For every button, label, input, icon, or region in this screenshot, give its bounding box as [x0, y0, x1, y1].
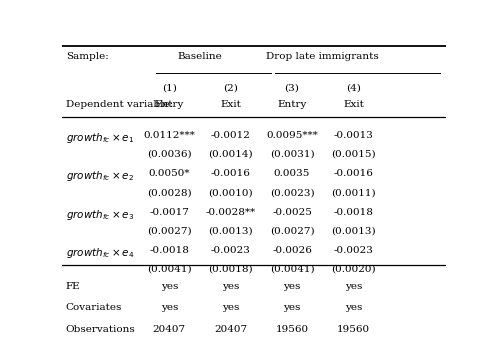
Text: (0.0015): (0.0015) — [331, 150, 376, 159]
Text: (0.0041): (0.0041) — [270, 265, 314, 274]
Text: -0.0012: -0.0012 — [211, 131, 250, 140]
Text: Entry: Entry — [277, 100, 307, 109]
Text: 19560: 19560 — [337, 325, 370, 334]
Text: (2): (2) — [223, 84, 238, 93]
Text: Observations: Observations — [66, 325, 136, 334]
Text: -0.0028**: -0.0028** — [205, 208, 256, 217]
Text: (0.0027): (0.0027) — [270, 226, 314, 235]
Text: Entry: Entry — [154, 100, 184, 109]
Text: 0.0035: 0.0035 — [274, 169, 310, 178]
Text: Exit: Exit — [220, 100, 241, 109]
Text: (1): (1) — [162, 84, 177, 93]
Text: $\mathit{growth}_{fc} \times e_{1}$: $\mathit{growth}_{fc} \times e_{1}$ — [66, 131, 134, 145]
Text: yes: yes — [222, 304, 240, 313]
Text: (0.0010): (0.0010) — [208, 188, 253, 197]
Text: 0.0112***: 0.0112*** — [144, 131, 195, 140]
Text: yes: yes — [283, 282, 301, 291]
Text: FE: FE — [66, 282, 80, 291]
Text: (0.0013): (0.0013) — [208, 226, 253, 235]
Text: Covariates: Covariates — [66, 304, 122, 313]
Text: -0.0018: -0.0018 — [149, 246, 189, 255]
Text: 0.0050*: 0.0050* — [148, 169, 190, 178]
Text: -0.0018: -0.0018 — [334, 208, 373, 217]
Text: 19560: 19560 — [276, 325, 308, 334]
Text: (0.0027): (0.0027) — [147, 226, 192, 235]
Text: (0.0028): (0.0028) — [147, 188, 192, 197]
Text: -0.0023: -0.0023 — [211, 246, 250, 255]
Text: -0.0016: -0.0016 — [334, 169, 373, 178]
Text: (0.0014): (0.0014) — [208, 150, 253, 159]
Text: Exit: Exit — [343, 100, 364, 109]
Text: yes: yes — [160, 282, 178, 291]
Text: yes: yes — [160, 304, 178, 313]
Text: yes: yes — [222, 282, 240, 291]
Text: Sample:: Sample: — [66, 52, 108, 61]
Text: -0.0025: -0.0025 — [272, 208, 312, 217]
Text: $\mathit{growth}_{fc} \times e_{3}$: $\mathit{growth}_{fc} \times e_{3}$ — [66, 208, 134, 222]
Text: (0.0020): (0.0020) — [331, 265, 376, 274]
Text: yes: yes — [283, 304, 301, 313]
Text: (3): (3) — [285, 84, 299, 93]
Text: -0.0016: -0.0016 — [211, 169, 250, 178]
Text: -0.0026: -0.0026 — [272, 246, 312, 255]
Text: 20407: 20407 — [214, 325, 247, 334]
Text: (0.0011): (0.0011) — [331, 188, 376, 197]
Text: Drop late immigrants: Drop late immigrants — [266, 52, 379, 61]
Text: yes: yes — [345, 304, 362, 313]
Text: (0.0023): (0.0023) — [270, 188, 314, 197]
Text: Baseline: Baseline — [178, 52, 222, 61]
Text: (0.0041): (0.0041) — [147, 265, 192, 274]
Text: 20407: 20407 — [153, 325, 186, 334]
Text: (0.0031): (0.0031) — [270, 150, 314, 159]
Text: -0.0017: -0.0017 — [149, 208, 189, 217]
Text: (0.0013): (0.0013) — [331, 226, 376, 235]
Text: (0.0018): (0.0018) — [208, 265, 253, 274]
Text: yes: yes — [345, 282, 362, 291]
Text: -0.0013: -0.0013 — [334, 131, 373, 140]
Text: $\mathit{growth}_{fc} \times e_{2}$: $\mathit{growth}_{fc} \times e_{2}$ — [66, 169, 134, 183]
Text: -0.0023: -0.0023 — [334, 246, 373, 255]
Text: $\mathit{growth}_{fc} \times e_{4}$: $\mathit{growth}_{fc} \times e_{4}$ — [66, 246, 134, 260]
Text: (0.0036): (0.0036) — [147, 150, 192, 159]
Text: Dependent variable:: Dependent variable: — [66, 100, 173, 109]
Text: (4): (4) — [346, 84, 361, 93]
Text: 0.0095***: 0.0095*** — [266, 131, 318, 140]
